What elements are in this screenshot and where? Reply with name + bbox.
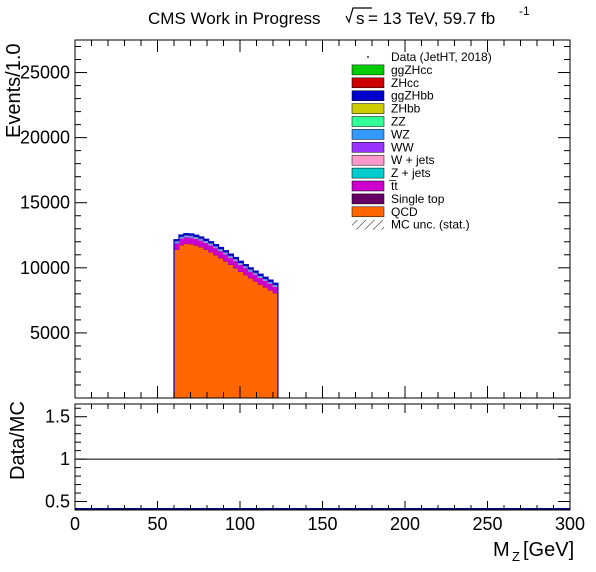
- legend-label-zz: ZZ: [391, 115, 406, 129]
- main-y-axis-title: Events/1.0: [3, 43, 25, 138]
- y-tick-label: 25000: [20, 63, 70, 83]
- plot-header-energy: = 13 TeV, 59.7 fb: [368, 9, 495, 28]
- legend-label-wz: WZ: [391, 127, 410, 141]
- main-x-ticks: [74, 40, 571, 398]
- x-tick-label: 200: [390, 514, 420, 534]
- y-tick-label: 10000: [20, 258, 70, 278]
- legend-label-t-t: t̅t: [389, 179, 399, 193]
- x-axis-title-main: M: [493, 539, 510, 561]
- main-panel-frame: [74, 39, 571, 399]
- legend-hatch-mc-unc-stat: [352, 219, 384, 230]
- legend-marker-data-jetht-2018: [367, 56, 369, 58]
- legend-swatch-zhcc: [351, 77, 385, 89]
- legend-label-zhbb: ZHbb: [391, 102, 421, 116]
- main-panel-bg: [75, 40, 570, 398]
- ratio-y-tick-label: 1.5: [45, 407, 70, 427]
- legend-swatch-w-jets: [351, 154, 385, 166]
- x-tick-label: 100: [225, 514, 255, 534]
- x-tick-label: 300: [555, 514, 585, 534]
- legend-swatch-z-jets: [351, 167, 385, 179]
- legend-label-mc-unc-stat: MC unc. (stat.): [391, 218, 470, 232]
- ratio-x-ticks: 0 50 100 150 200 250 300: [70, 404, 585, 534]
- main-panel: 5000 10000 15000 20000 25000 Events/1.0 Data…: [3, 39, 571, 399]
- legend-swatch-zz: [351, 116, 385, 127]
- plot-header-energy-exponent: -1: [519, 4, 530, 18]
- legend-label-ggzhbb: ggZHbb: [391, 89, 434, 103]
- sqrt-s-label: s: [356, 9, 365, 28]
- ratio-y-axis-title: Data/MC: [7, 401, 29, 480]
- legend-label-ggzhcc: ggZHcc: [391, 63, 432, 77]
- legend-label-zhcc: ZHcc: [391, 76, 419, 90]
- legend-swatch-ggzhcc: [351, 64, 385, 76]
- x-tick-label: 250: [472, 514, 502, 534]
- main-y-ticks: 5000 10000 15000 20000 25000: [20, 46, 570, 386]
- x-tick-label: 50: [147, 514, 167, 534]
- x-axis-title-sub: Z: [512, 549, 520, 564]
- ratio-y-ticks: 0.5 1 1.5: [45, 407, 570, 512]
- legend-swatch-ww: [351, 142, 385, 153]
- x-tick-label: 150: [307, 514, 337, 534]
- legend-swatch-wz: [351, 129, 385, 140]
- y-tick-label: 5000: [30, 323, 70, 343]
- legend-label-w-jets: W + jets: [391, 153, 435, 167]
- legend-swatch-qcd: [351, 206, 385, 218]
- legend-label-data-jetht-2018: Data (JetHT, 2018): [391, 50, 492, 64]
- ratio-panel-bg: [75, 404, 570, 510]
- stacked-histogram: [173, 233, 279, 399]
- ratio-y-tick-label: 0.5: [45, 492, 70, 512]
- x-axis-title: M Z [GeV]: [493, 539, 574, 564]
- legend-swatch-zhbb: [351, 103, 385, 114]
- legend-swatch-t-t: [351, 180, 385, 192]
- y-tick-label: 15000: [20, 193, 70, 213]
- sqrt-symbol: s: [345, 7, 372, 28]
- ratio-panel-frame: [74, 403, 571, 511]
- y-tick-label: 20000: [20, 128, 70, 148]
- legend-swatch-single-top: [351, 193, 385, 205]
- ratio-y-tick-label: 1: [60, 449, 70, 469]
- legend: Data (JetHT, 2018)ggZHccZHccggZHbbZHbbZZ…: [351, 50, 492, 232]
- plot-header-left: CMS Work in Progress: [148, 9, 321, 28]
- legend-label-z-jets: Z + jets: [391, 166, 431, 180]
- stack-total-outline: [173, 233, 279, 398]
- legend-label-single-top: Single top: [391, 192, 445, 206]
- legend-label-qcd: QCD: [391, 205, 418, 219]
- ratio-panel: 0.5 1 1.5 0 50 100 150 200 250 300 Data/MC: [7, 401, 585, 534]
- x-tick-label: 0: [70, 514, 80, 534]
- x-axis-title-unit: [GeV]: [523, 539, 574, 561]
- legend-swatch-ggzhbb: [351, 90, 385, 101]
- legend-label-ww: WW: [391, 140, 414, 154]
